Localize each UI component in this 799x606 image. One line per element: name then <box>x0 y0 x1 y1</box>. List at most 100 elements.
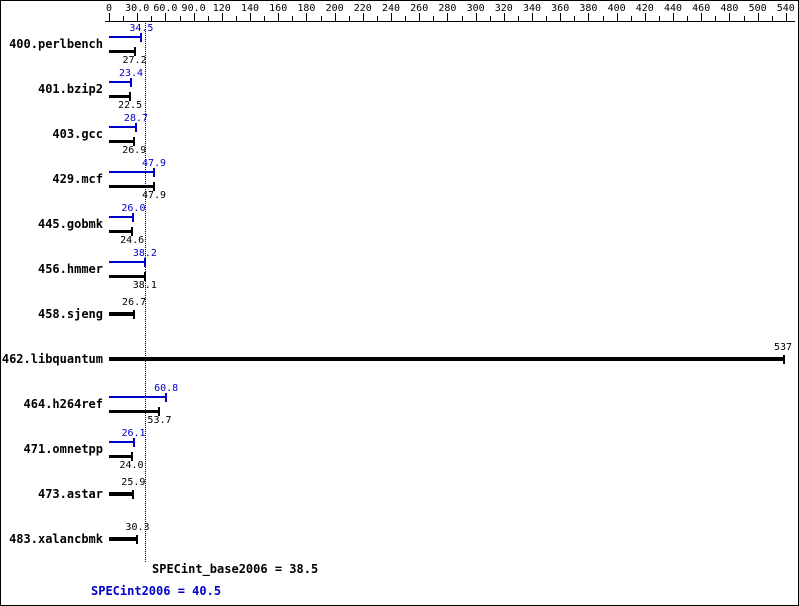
axis-minor-tick <box>292 16 294 21</box>
base-bar <box>109 185 155 188</box>
base-bar <box>109 140 135 143</box>
axis-tick-label: 540 <box>776 3 795 14</box>
axis-tick-label: 200 <box>325 3 344 14</box>
axis-major-tick <box>306 13 308 21</box>
axis-major-tick <box>109 13 110 21</box>
axis-minor-tick <box>123 16 125 21</box>
benchmark-label: 471.omnetpp <box>23 442 103 456</box>
axis-minor-tick <box>461 16 463 21</box>
specint-peak-mean-annotation: SPECint2006 = 40.5 <box>91 584 222 598</box>
axis-tick-label: 0 <box>105 3 113 14</box>
axis-major-tick <box>701 13 703 21</box>
axis-line <box>105 21 795 22</box>
axis-tick-label: 300 <box>466 3 485 14</box>
base-bar-endcap <box>158 407 161 416</box>
base-bar <box>109 357 784 361</box>
axis-major-tick <box>137 13 139 21</box>
peak-bar-endcap <box>143 257 146 267</box>
base-bar <box>109 455 132 458</box>
benchmark-label: 464.h264ref <box>23 397 103 411</box>
base-bar-endcap <box>131 227 134 236</box>
axis-minor-tick <box>433 16 435 21</box>
benchmark-label: 400.perlbench <box>9 37 103 51</box>
benchmark-label: 462.libquantum <box>1 352 103 366</box>
peak-bar-endcap <box>132 437 135 447</box>
axis-minor-tick <box>179 16 181 21</box>
axis-major-tick <box>757 13 759 21</box>
peak-bar-endcap <box>165 392 168 402</box>
axis-major-tick <box>532 13 533 21</box>
axis-major-tick <box>785 13 787 21</box>
axis-major-tick <box>673 13 674 21</box>
axis-minor-tick <box>405 16 407 21</box>
base-bar-endcap <box>136 534 139 544</box>
axis-major-tick <box>419 13 421 21</box>
axis-tick-label: 60.0 <box>153 3 178 14</box>
axis-tick-label: 380 <box>579 3 598 14</box>
base-value-label: 537 <box>773 342 793 353</box>
axis-tick-label: 420 <box>635 3 654 14</box>
peak-bar-endcap <box>153 167 156 177</box>
benchmark-label: 483.xalancbmk <box>9 532 103 546</box>
peak-bar <box>109 261 145 263</box>
axis-major-tick <box>362 13 364 21</box>
axis-tick-label: 140 <box>240 3 260 14</box>
benchmark-label: 403.gcc <box>52 127 103 141</box>
base-bar <box>109 492 134 496</box>
base-value-label: 24.6 <box>120 235 145 246</box>
base-value-label: 47.9 <box>141 190 167 201</box>
axis-major-tick <box>729 13 731 21</box>
base-bar <box>109 230 133 233</box>
axis-tick-label: 400 <box>607 3 626 14</box>
axis-minor-tick <box>658 16 660 21</box>
base-value-label: 30.3 <box>125 522 150 533</box>
axis-minor-tick <box>348 16 350 21</box>
axis-tick-label: 320 <box>494 3 513 14</box>
base-bar-endcap <box>143 272 146 281</box>
axis-major-tick <box>165 13 167 21</box>
base-bar-endcap <box>130 452 133 461</box>
axis-minor-tick <box>771 16 773 21</box>
axis-major-tick <box>391 13 392 21</box>
axis-tick-label: 220 <box>353 3 372 14</box>
axis-minor-tick <box>687 16 689 21</box>
benchmark-label: 429.mcf <box>52 172 103 186</box>
peak-bar <box>109 396 167 398</box>
base-bar-endcap <box>782 354 785 364</box>
base-value-label: 26.9 <box>122 145 147 156</box>
peak-value-label: 28.7 <box>123 113 149 124</box>
base-mean-reference-line <box>145 21 147 562</box>
benchmark-label: 456.hmmer <box>37 262 103 276</box>
axis-minor-tick <box>630 16 632 21</box>
axis-tick-label: 340 <box>522 3 542 14</box>
axis-major-tick <box>250 13 251 21</box>
axis-minor-tick <box>151 16 153 21</box>
axis-minor-tick <box>743 16 745 21</box>
axis-tick-label: 30.0 <box>125 3 150 14</box>
specint-base-mean-annotation: SPECint_base2006 = 38.5 <box>152 562 319 576</box>
axis-major-tick <box>644 13 646 21</box>
peak-bar-endcap <box>134 122 137 132</box>
base-bar-endcap <box>133 47 136 56</box>
benchmark-label: 445.gobmk <box>37 217 103 231</box>
base-bar <box>109 410 160 413</box>
peak-value-label: 60.8 <box>154 383 179 394</box>
axis-tick-label: 440 <box>663 3 683 14</box>
peak-bar-endcap <box>129 77 132 87</box>
axis-tick-label: 360 <box>551 3 570 14</box>
peak-bar <box>109 171 155 173</box>
base-bar <box>109 50 135 53</box>
base-value-label: 27.2 <box>122 55 147 66</box>
base-bar-endcap <box>133 137 136 146</box>
peak-bar <box>109 441 134 443</box>
peak-bar <box>109 216 134 218</box>
axis-minor-tick <box>517 16 519 21</box>
base-bar <box>109 312 135 316</box>
axis-tick-label: 160 <box>269 3 288 14</box>
base-value-label: 26.7 <box>122 297 147 308</box>
axis-tick-label: 90.0 <box>181 3 206 14</box>
base-bar <box>109 275 145 278</box>
